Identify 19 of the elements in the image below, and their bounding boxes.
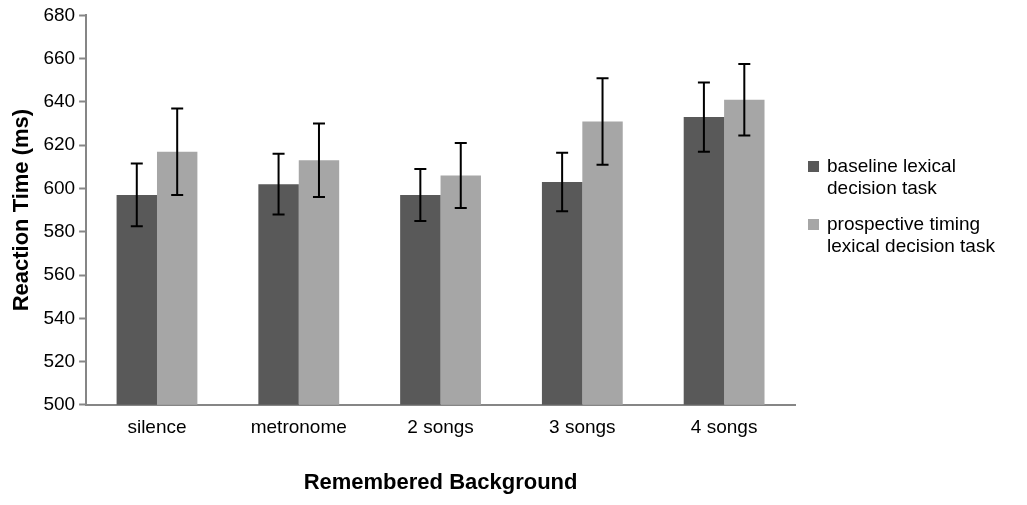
y-tick-label: 680 (43, 3, 76, 25)
legend-label: prospective timing lexical decision task (827, 213, 996, 257)
y-tick-label: 620 (43, 133, 76, 155)
y-tick-label: 580 (43, 219, 76, 241)
y-axis-title: Reaction Time (ms) (8, 108, 34, 312)
x-tick-label: 3 songs (549, 416, 616, 438)
x-tick-label: 2 songs (407, 416, 474, 438)
y-tick-label: 500 (43, 393, 76, 415)
x-tick-label: 4 songs (690, 416, 758, 438)
y-tick-label: 540 (43, 306, 76, 328)
y-tick-label: 520 (43, 349, 76, 371)
y-tick-label: 600 (43, 176, 76, 198)
y-tick-label: 560 (43, 263, 76, 285)
x-tick-label: silence (127, 416, 187, 438)
y-tick-label: 660 (43, 46, 76, 68)
y-tick-label: 640 (43, 90, 76, 112)
legend-label: baseline lexical decision task (827, 155, 957, 199)
x-tick-label: metronome (250, 416, 347, 438)
x-axis-title: Remembered Background (303, 468, 578, 494)
